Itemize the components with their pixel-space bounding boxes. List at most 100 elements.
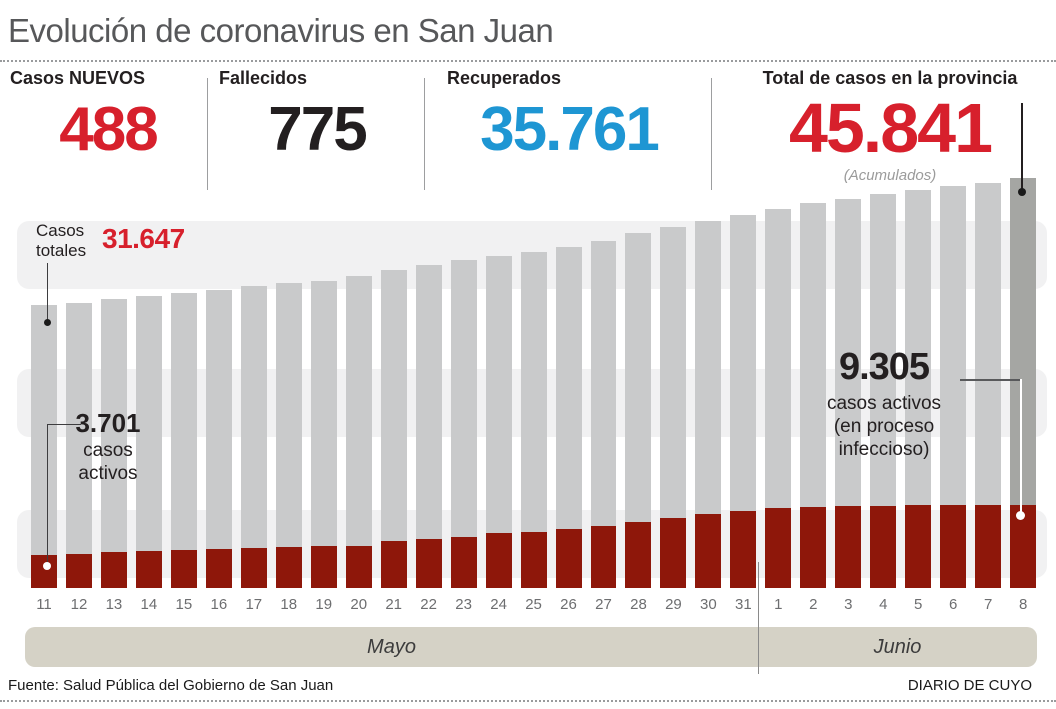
bar-active	[695, 513, 722, 588]
bar-active	[205, 548, 232, 588]
bar-group-23	[450, 178, 477, 588]
source-credit: Fuente: Salud Pública del Gobierno de Sa…	[8, 677, 334, 694]
x-tick-label: 5	[914, 596, 923, 613]
x-tick-label: 17	[245, 596, 263, 613]
bar-active	[835, 506, 862, 588]
bar-active	[730, 511, 757, 588]
bar-group-12	[65, 178, 92, 588]
x-tick-label: 12	[70, 596, 88, 613]
bar-group-11	[31, 178, 57, 588]
bar-group-29	[660, 178, 687, 588]
bar-group-16	[205, 178, 232, 588]
bar-active	[765, 508, 792, 588]
stat-fallecidos: Fallecidos 775	[219, 68, 415, 161]
bar-total	[345, 276, 372, 588]
stat-total-provincia: Total de casos en la provincia 45.841 (A…	[742, 68, 1038, 184]
bar-active	[625, 521, 652, 588]
bar-group-28	[625, 178, 652, 588]
leader-line-activos-inicio-v	[47, 424, 48, 565]
bar-total	[205, 289, 232, 588]
bar-total	[310, 280, 337, 588]
bar-active	[345, 545, 372, 588]
leader-dot-activos-inicio	[43, 562, 51, 570]
x-tick-label: 22	[420, 596, 437, 613]
stat-divider-1	[207, 78, 208, 190]
bar-total	[450, 260, 477, 588]
annotation-activos-fin-value: 9.305	[838, 346, 930, 388]
bar-active	[905, 505, 932, 588]
x-tick-label: 2	[809, 596, 818, 613]
bar-group-4	[870, 178, 897, 588]
bar-active	[100, 552, 127, 588]
bar-group-18	[275, 178, 302, 588]
x-tick-label: 28	[630, 596, 647, 613]
bar-active	[660, 518, 687, 588]
bar-group-15	[170, 178, 197, 588]
bar-active	[380, 540, 407, 588]
bar-group-24	[485, 178, 512, 588]
bar-active	[135, 551, 162, 588]
stat-value-fallecidos: 775	[268, 95, 367, 164]
x-tick-label: 4	[879, 596, 888, 613]
bar-group-20	[345, 178, 372, 588]
bar-group-8	[1010, 178, 1037, 588]
x-tick-label: 16	[210, 596, 228, 613]
month-label-mayo: Mayo	[367, 636, 416, 658]
x-tick-label: 23	[455, 596, 472, 613]
stat-recuperados: Recuperados 35.761	[438, 68, 700, 161]
x-tick-label: 29	[665, 596, 682, 613]
stat-value-casos-nuevos: 488	[59, 95, 158, 164]
stat-divider-3	[711, 78, 712, 190]
stat-label-casos-nuevos: Casos NUEVOS	[10, 68, 146, 88]
x-tick-label: 1	[774, 596, 783, 613]
bar-active	[170, 549, 197, 588]
x-tick-label: 18	[280, 596, 298, 613]
bar-total	[170, 292, 197, 588]
leader-line-activos-fin-h	[960, 379, 1021, 381]
x-tick-label: 11	[36, 596, 52, 613]
bar-active	[450, 536, 477, 588]
bar-active	[800, 507, 827, 588]
bar-group-22	[415, 178, 442, 588]
x-tick-label: 15	[175, 596, 193, 613]
bar-group-27	[590, 178, 617, 588]
bar-group-1	[765, 178, 792, 588]
x-tick-label: 24	[490, 596, 507, 613]
bottom-dotted-divider	[0, 700, 1056, 702]
bar-chart-plot-area	[31, 178, 1037, 588]
bar-active	[555, 529, 582, 588]
bar-group-6	[940, 178, 967, 588]
annotation-casos-totales-value: 31.647	[102, 223, 185, 254]
stat-label-recuperados: Recuperados	[447, 68, 562, 88]
month-divider-line	[758, 562, 759, 674]
bar-total	[100, 299, 127, 588]
bar-active	[940, 505, 967, 588]
bar-total	[135, 296, 162, 588]
bar-active	[31, 554, 57, 588]
month-band	[25, 627, 1037, 667]
leader-dot-total-provincia	[1018, 188, 1026, 196]
x-tick-label: 14	[140, 596, 158, 613]
top-dotted-divider	[0, 60, 1056, 62]
bar-active	[975, 505, 1002, 588]
bar-group-13	[100, 178, 127, 588]
x-tick-label: 25	[525, 596, 542, 613]
x-tick-label: 8	[1018, 596, 1028, 613]
annotation-casos-totales-label: Casos totales	[36, 221, 87, 261]
x-axis: 11 12 13 14 15 16 17 18 19 20 21 22 23 24 25 26 27 28 29 30…	[31, 596, 1036, 613]
bar-group-31	[730, 178, 757, 588]
x-tick-label: 30	[700, 596, 717, 613]
annotation-activos-inicio-value: 3.701	[75, 408, 141, 438]
bar-total	[240, 286, 267, 588]
stat-value-recuperados: 35.761	[480, 95, 660, 164]
x-tick-label: 7	[983, 596, 993, 613]
stat-label-fallecidos: Fallecidos	[219, 68, 308, 88]
leader-line-activos-inicio-h	[47, 424, 81, 425]
bar-active	[520, 531, 547, 588]
bar-group-17	[240, 178, 267, 588]
bar-total	[380, 269, 407, 588]
bar-group-25	[520, 178, 547, 588]
x-tick-label: 31	[735, 596, 752, 613]
bar-group-14	[135, 178, 162, 588]
x-tick-label: 3	[844, 596, 853, 613]
